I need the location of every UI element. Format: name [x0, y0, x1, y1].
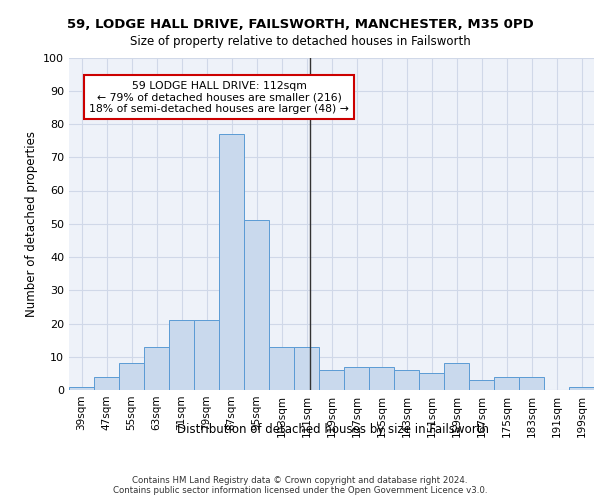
Bar — [319, 370, 344, 390]
Bar — [569, 386, 594, 390]
Text: 59 LODGE HALL DRIVE: 112sqm
← 79% of detached houses are smaller (216)
18% of se: 59 LODGE HALL DRIVE: 112sqm ← 79% of det… — [89, 81, 349, 114]
Bar — [394, 370, 419, 390]
Text: Contains HM Land Registry data © Crown copyright and database right 2024.
Contai: Contains HM Land Registry data © Crown c… — [113, 476, 487, 495]
Bar — [519, 376, 544, 390]
Bar — [294, 347, 319, 390]
Bar — [194, 320, 219, 390]
Bar — [94, 376, 119, 390]
Bar — [469, 380, 494, 390]
Bar — [344, 366, 369, 390]
Bar — [119, 364, 144, 390]
Y-axis label: Number of detached properties: Number of detached properties — [25, 130, 38, 317]
Bar — [494, 376, 519, 390]
Bar — [244, 220, 269, 390]
Bar — [144, 347, 169, 390]
Text: Size of property relative to detached houses in Failsworth: Size of property relative to detached ho… — [130, 35, 470, 48]
Bar — [419, 374, 444, 390]
Bar — [369, 366, 394, 390]
Bar — [169, 320, 194, 390]
Bar — [444, 364, 469, 390]
Text: 59, LODGE HALL DRIVE, FAILSWORTH, MANCHESTER, M35 0PD: 59, LODGE HALL DRIVE, FAILSWORTH, MANCHE… — [67, 18, 533, 30]
Bar — [219, 134, 244, 390]
Bar — [69, 386, 94, 390]
Bar — [269, 347, 294, 390]
Text: Distribution of detached houses by size in Failsworth: Distribution of detached houses by size … — [177, 422, 489, 436]
